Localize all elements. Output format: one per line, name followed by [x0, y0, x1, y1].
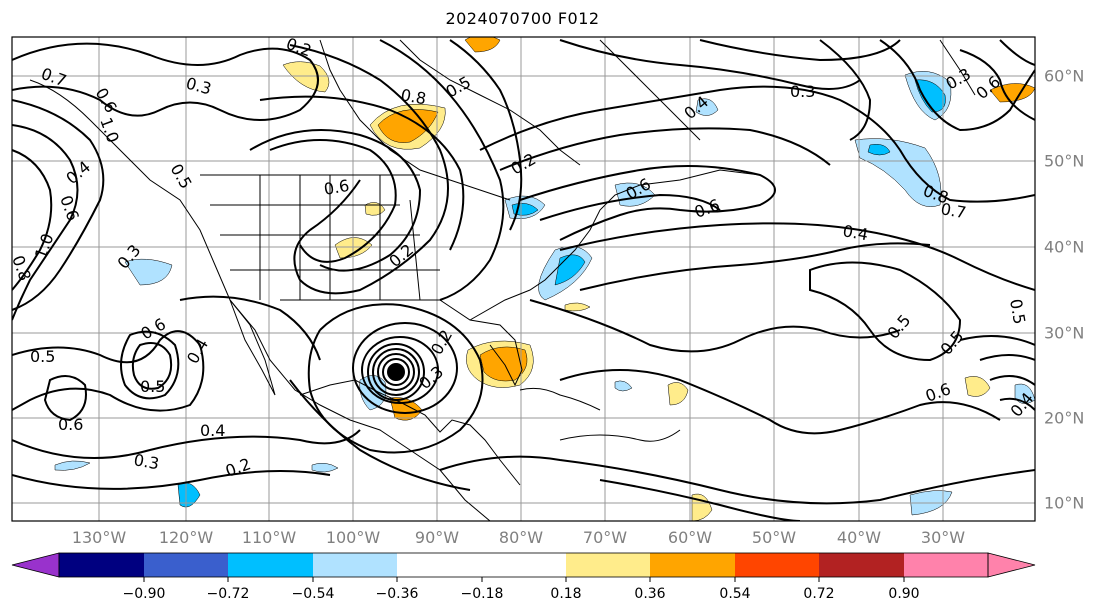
lon-label: 70°W: [582, 528, 628, 547]
shade-pos2: [479, 346, 528, 382]
colorbar-extend-low: [11, 552, 60, 578]
colorbar-segment: [735, 553, 819, 577]
colorbar-tick-label: −0.72: [206, 586, 250, 602]
colorbar-segment: [397, 553, 566, 577]
colorbar-tick-label: 0.54: [719, 586, 751, 602]
graticule: [12, 37, 1035, 521]
contour-label: 0.7: [939, 199, 967, 222]
lat-label: 50°N: [1044, 151, 1085, 171]
map-panel: 0.7 0.6 0.3 1.0 0.4 0.2 0.5 0.3 0.6 0.8 …: [8, 36, 1036, 522]
coastlines: [29, 39, 976, 521]
colorbar-tick-label: −0.54: [291, 586, 335, 602]
shade-neg1: [614, 380, 633, 392]
lon-label: 40°W: [836, 528, 882, 547]
contour-label: 0.6: [58, 415, 83, 434]
colorbar-tick-label: 0.72: [803, 586, 835, 602]
lat-label: 40°N: [1044, 237, 1085, 257]
lat-label: 30°N: [1044, 323, 1085, 343]
contour-label: 0.5: [140, 377, 165, 396]
contour-label: 0.8: [399, 85, 427, 108]
contour-layer: [12, 39, 1035, 521]
lon-label: 110°W: [241, 528, 297, 547]
contour-label: 0.3: [132, 450, 160, 473]
colorbar-tick-label: 0.36: [634, 586, 666, 602]
shade-pos1: [964, 376, 991, 397]
lon-label: 50°W: [751, 528, 797, 547]
lon-label: 100°W: [325, 528, 381, 547]
lat-label: 10°N: [1044, 493, 1085, 513]
lon-label: 90°W: [414, 528, 460, 547]
contour-label: 0.8: [8, 253, 35, 283]
colorbar-segment: [313, 553, 397, 577]
shade-neg2: [867, 144, 891, 156]
lon-label: 130°W: [71, 528, 127, 547]
contour-label: 0.6: [322, 176, 350, 199]
colorbar-extend-high: [987, 552, 1036, 578]
shade-pos1: [564, 302, 591, 312]
shade-neg1: [54, 460, 91, 471]
colorbar: [11, 552, 1036, 582]
colorbar-segment: [819, 553, 904, 577]
map-title: 2024070700 F012: [445, 9, 600, 28]
shade-neg1: [311, 462, 339, 473]
lat-label: 20°N: [1044, 408, 1085, 428]
shade-neg1: [854, 138, 942, 207]
contour-label: 0.4: [841, 221, 869, 244]
contour-label: 0.5: [1006, 297, 1029, 325]
lon-label: 120°W: [158, 528, 214, 547]
colorbar-tick-label: 0.90: [888, 586, 920, 602]
contour-label: 0.4: [200, 421, 225, 440]
contour-label: 0.3: [790, 82, 815, 101]
colorbar-segment: [650, 553, 735, 577]
map-frame: [11, 36, 1036, 522]
colorbar-segment: [566, 553, 650, 577]
lat-label: 60°N: [1044, 66, 1085, 86]
shade-neg1: [124, 258, 173, 286]
lon-label: 30°W: [920, 528, 966, 547]
shade-pos1: [667, 382, 689, 406]
colorbar-segment: [228, 553, 313, 577]
lon-label: 80°W: [498, 528, 544, 547]
colorbar-tick-label: −0.90: [122, 586, 166, 602]
shade-pos1: [464, 37, 501, 53]
colorbar-segment: [144, 553, 228, 577]
colorbar-segment: [904, 553, 988, 577]
colorbar-tick-label: −0.18: [460, 586, 504, 602]
shade-neg1: [695, 98, 719, 116]
colorbar-segment: [59, 553, 144, 577]
contour-label: 0.5: [30, 347, 55, 366]
colorbar-tick-label: −0.36: [375, 586, 419, 602]
shade-pos2: [377, 109, 439, 143]
lon-label: 60°W: [667, 528, 713, 547]
colorbar-tick-label: 0.18: [550, 586, 582, 602]
